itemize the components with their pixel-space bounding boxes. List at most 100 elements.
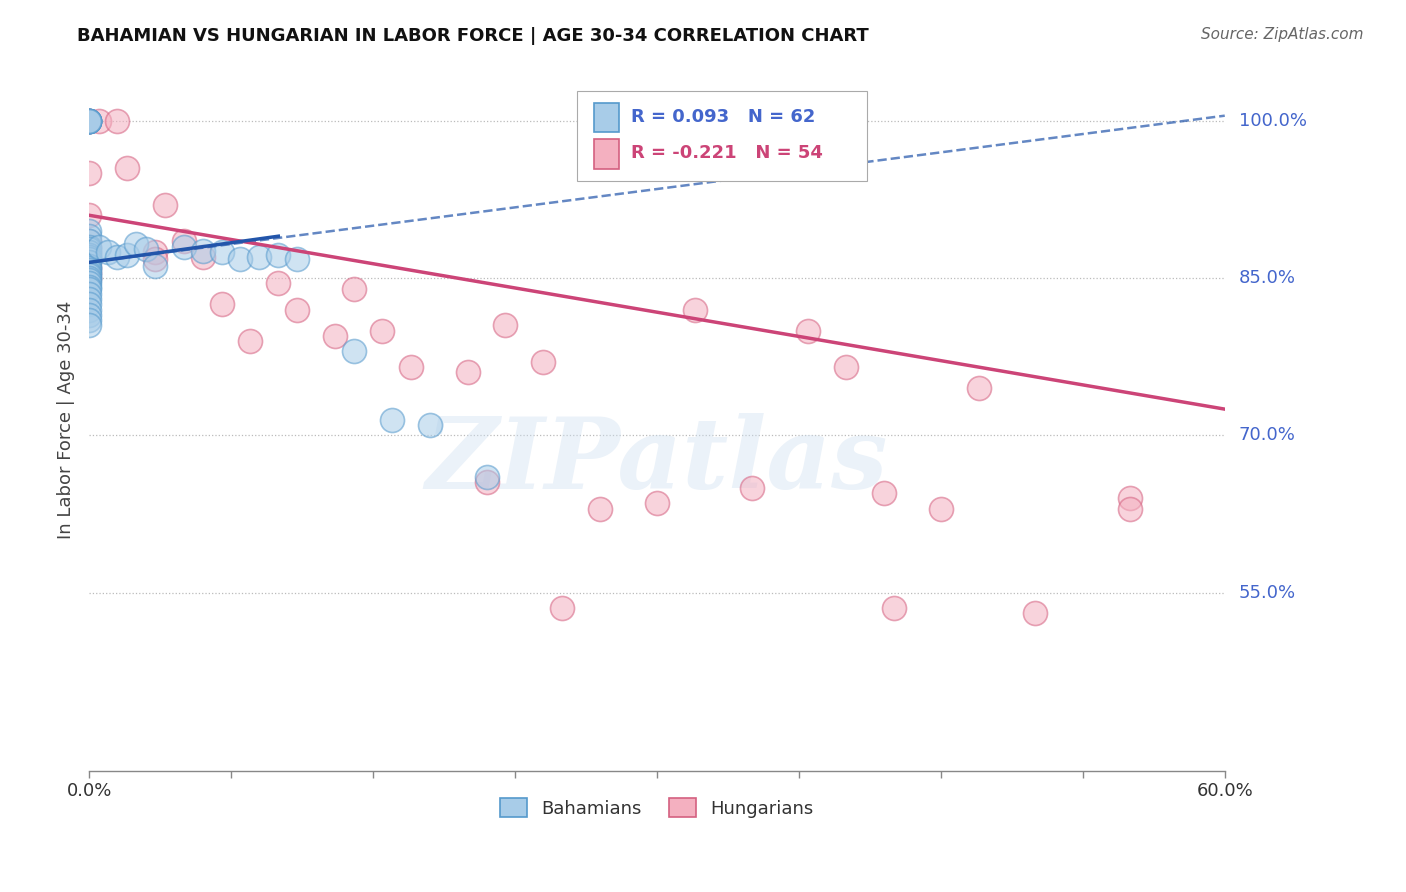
Point [77,318,100,333]
Point [77,268,100,282]
Point [77,166,100,180]
Point [191,250,214,264]
Point [1119,501,1142,516]
Point [495,318,517,333]
Text: R = 0.093   N = 62: R = 0.093 N = 62 [631,108,815,126]
Point [285,302,308,317]
Point [797,324,820,338]
Point [107,250,129,264]
Point [323,328,346,343]
Point [77,259,100,273]
Point [191,244,214,258]
Point [143,244,166,259]
Point [343,344,366,359]
Point [882,601,904,615]
Point [77,244,100,259]
Point [77,250,100,264]
Point [475,475,498,490]
Point [77,273,100,287]
Point [873,486,896,500]
Point [285,252,308,267]
Point [77,250,100,264]
Point [77,114,100,128]
Text: ZIPatlas: ZIPatlas [426,414,889,510]
Point [87,240,110,254]
Point [457,366,479,380]
Point [153,198,176,212]
Point [77,240,100,254]
Point [929,501,952,516]
Point [399,360,422,375]
Point [77,235,100,249]
Point [125,236,148,251]
Point [77,308,100,322]
Point [173,235,195,249]
Point [77,114,100,128]
Point [267,277,290,291]
FancyBboxPatch shape [595,103,620,132]
Point [475,470,498,484]
FancyBboxPatch shape [578,91,868,181]
Point [77,297,100,311]
Point [143,259,166,273]
Point [371,324,394,338]
Point [87,114,110,128]
Point [551,601,574,615]
Point [267,248,290,262]
Point [77,282,100,296]
Point [77,252,100,267]
Point [77,266,100,280]
Point [645,496,668,510]
Point [77,255,100,269]
Point [77,208,100,222]
Point [77,292,100,306]
Point [419,417,441,432]
Point [77,286,100,301]
Point [77,271,100,285]
Point [77,240,100,254]
Point [211,297,233,311]
Point [77,114,100,128]
Point [1119,491,1142,506]
Point [77,114,100,128]
Point [77,114,100,128]
Point [343,282,366,296]
Text: R = -0.221   N = 54: R = -0.221 N = 54 [631,145,823,162]
Point [835,360,858,375]
Point [77,244,100,259]
Point [115,248,138,262]
Point [531,355,554,369]
Point [77,114,100,128]
Point [239,334,262,348]
Point [381,412,404,426]
Point [589,501,612,516]
Point [1024,607,1046,621]
Point [77,266,100,280]
Point [115,161,138,175]
Point [77,277,100,291]
Point [77,313,100,327]
Point [211,244,233,259]
Point [967,381,990,395]
Point [77,114,100,128]
Text: 70.0%: 70.0% [1239,426,1295,444]
Point [77,262,100,277]
Text: 55.0%: 55.0% [1239,583,1296,601]
Point [97,244,120,259]
Point [77,279,100,293]
Point [107,114,129,128]
Legend: Bahamians, Hungarians: Bahamians, Hungarians [494,791,821,825]
Point [77,114,100,128]
Point [77,235,100,249]
Point [77,260,100,275]
Point [77,302,100,317]
Y-axis label: In Labor Force | Age 30-34: In Labor Force | Age 30-34 [58,301,75,539]
Point [77,229,100,244]
Point [143,252,166,267]
Point [77,114,100,128]
Text: Source: ZipAtlas.com: Source: ZipAtlas.com [1201,27,1364,42]
Point [77,255,100,269]
Text: 85.0%: 85.0% [1239,269,1296,287]
Point [77,114,100,128]
Point [77,248,100,262]
